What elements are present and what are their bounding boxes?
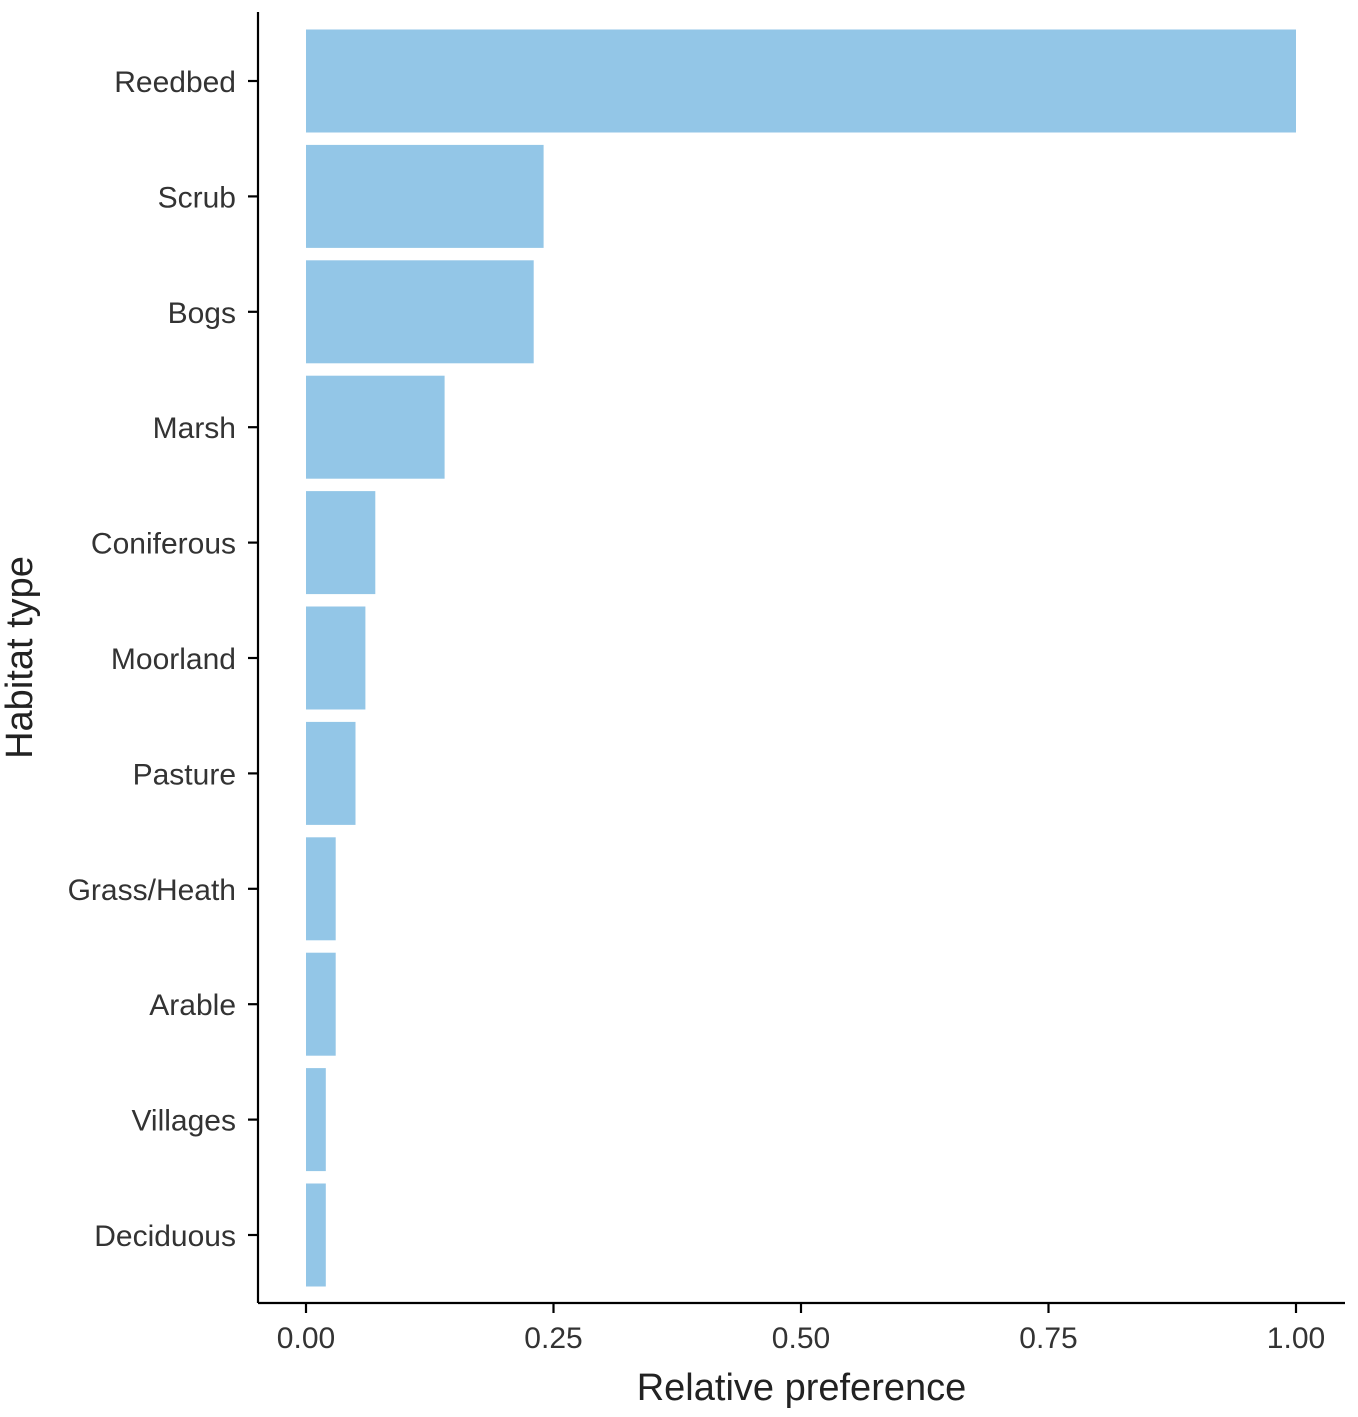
y-tick-label: Reedbed: [114, 66, 236, 99]
bar-moorland: [306, 606, 366, 710]
x-tick-label: 1.00: [1267, 1322, 1325, 1355]
x-tick-label: 0.00: [277, 1322, 335, 1355]
bar-marsh: [306, 375, 445, 479]
bar-pasture: [306, 721, 356, 825]
y-axis-ticks: Reedbed Scrub Bogs Marsh Coniferous Moorland P…: [68, 66, 258, 1253]
bar-deciduous: [306, 1183, 326, 1287]
bar-villages: [306, 1068, 326, 1172]
x-tick-label: 0.75: [1019, 1322, 1077, 1355]
y-tick-label: Pasture: [133, 758, 236, 791]
x-tick-label: 0.50: [772, 1322, 830, 1355]
bar-arable: [306, 952, 336, 1056]
y-tick-label: Coniferous: [91, 528, 236, 561]
bars-group: [306, 29, 1296, 1287]
y-tick-label: Bogs: [168, 297, 236, 330]
x-tick-label: 0.25: [524, 1322, 582, 1355]
y-axis-title: Habitat type: [0, 556, 41, 759]
y-tick-label: Arable: [149, 989, 236, 1022]
y-tick-label: Grass/Heath: [68, 874, 236, 907]
y-tick-label: Moorland: [111, 643, 236, 676]
x-axis-ticks: 0.00 0.25 0.50 0.75 1.00: [277, 1303, 1325, 1355]
bar-reedbed: [306, 29, 1296, 133]
bar-grass-heath: [306, 837, 336, 941]
y-tick-label: Villages: [131, 1105, 236, 1138]
y-tick-label: Scrub: [158, 181, 236, 214]
x-axis-title: Relative preference: [637, 1367, 967, 1409]
y-tick-label: Marsh: [153, 412, 236, 445]
bar-scrub: [306, 144, 544, 248]
y-tick-label: Deciduous: [94, 1220, 236, 1253]
bar-coniferous: [306, 491, 376, 595]
bar-bogs: [306, 260, 534, 364]
